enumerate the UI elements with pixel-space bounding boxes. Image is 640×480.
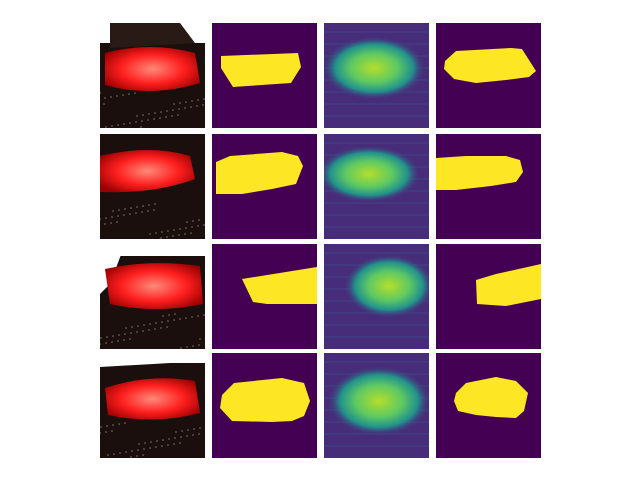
photo-image bbox=[100, 244, 205, 349]
heatmap-row-2 bbox=[324, 134, 429, 239]
photo-row-4 bbox=[100, 353, 205, 458]
ground-truth-mask-image bbox=[212, 134, 317, 239]
heatmap-image bbox=[324, 353, 429, 458]
photo-row-1 bbox=[100, 23, 205, 128]
ground-truth-mask-row-2 bbox=[212, 134, 317, 239]
ground-truth-mask-row-4 bbox=[212, 353, 317, 458]
photo-row-2 bbox=[100, 134, 205, 239]
ground-truth-mask-row-1 bbox=[212, 23, 317, 128]
heatmap-image bbox=[324, 134, 429, 239]
ground-truth-mask-image bbox=[212, 353, 317, 458]
predicted-mask-image bbox=[436, 134, 541, 239]
predicted-mask-row-1 bbox=[436, 23, 541, 128]
photo-image bbox=[100, 353, 205, 458]
predicted-mask-image bbox=[436, 353, 541, 458]
photo-row-3 bbox=[100, 244, 205, 349]
predicted-mask-row-4 bbox=[436, 353, 541, 458]
ground-truth-mask-image bbox=[212, 23, 317, 128]
photo-image bbox=[100, 23, 205, 128]
predicted-mask-image bbox=[436, 23, 541, 128]
ground-truth-mask-row-3 bbox=[212, 244, 317, 349]
photo-image bbox=[100, 134, 205, 239]
heatmap-row-1 bbox=[324, 23, 429, 128]
ground-truth-mask-image bbox=[212, 244, 317, 349]
heatmap-image bbox=[324, 23, 429, 128]
heatmap-row-4 bbox=[324, 353, 429, 458]
predicted-mask-image bbox=[436, 244, 541, 349]
predicted-mask-row-2 bbox=[436, 134, 541, 239]
heatmap-row-3 bbox=[324, 244, 429, 349]
heatmap-image bbox=[324, 244, 429, 349]
predicted-mask-row-3 bbox=[436, 244, 541, 349]
